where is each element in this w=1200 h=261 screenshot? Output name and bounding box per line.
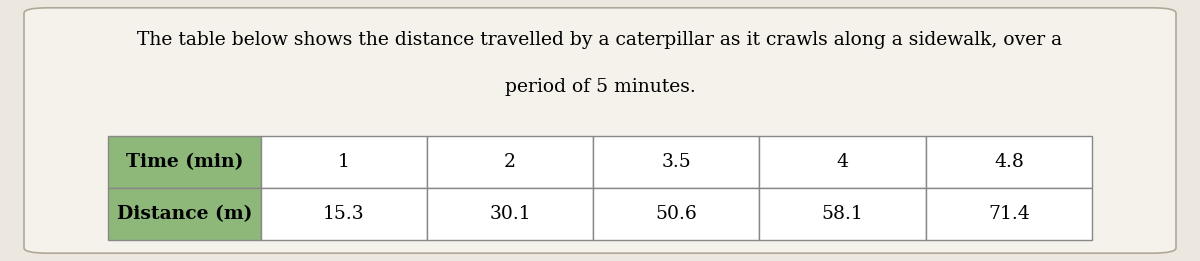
Bar [108,136,260,188]
Text: 4: 4 [836,153,848,171]
Bar [760,136,925,188]
Bar [760,188,925,240]
Text: 3.5: 3.5 [661,153,691,171]
Text: 2: 2 [504,153,516,171]
Bar [925,188,1092,240]
Bar [427,136,593,188]
Text: 58.1: 58.1 [822,205,864,223]
Text: 50.6: 50.6 [655,205,697,223]
FancyBboxPatch shape [24,8,1176,253]
Bar [593,188,760,240]
Bar [593,136,760,188]
Bar [925,136,1092,188]
Text: 30.1: 30.1 [490,205,530,223]
Bar [108,188,260,240]
Bar [260,188,427,240]
Text: The table below shows the distance travelled by a caterpillar as it crawls along: The table below shows the distance trave… [138,31,1062,49]
Text: Distance (m): Distance (m) [116,205,252,223]
Text: 4.8: 4.8 [994,153,1024,171]
Text: 15.3: 15.3 [323,205,365,223]
Bar [427,188,593,240]
Text: period of 5 minutes.: period of 5 minutes. [505,78,695,96]
Text: 71.4: 71.4 [988,205,1030,223]
Bar [260,136,427,188]
Text: 1: 1 [337,153,349,171]
Text: Time (min): Time (min) [126,153,242,171]
